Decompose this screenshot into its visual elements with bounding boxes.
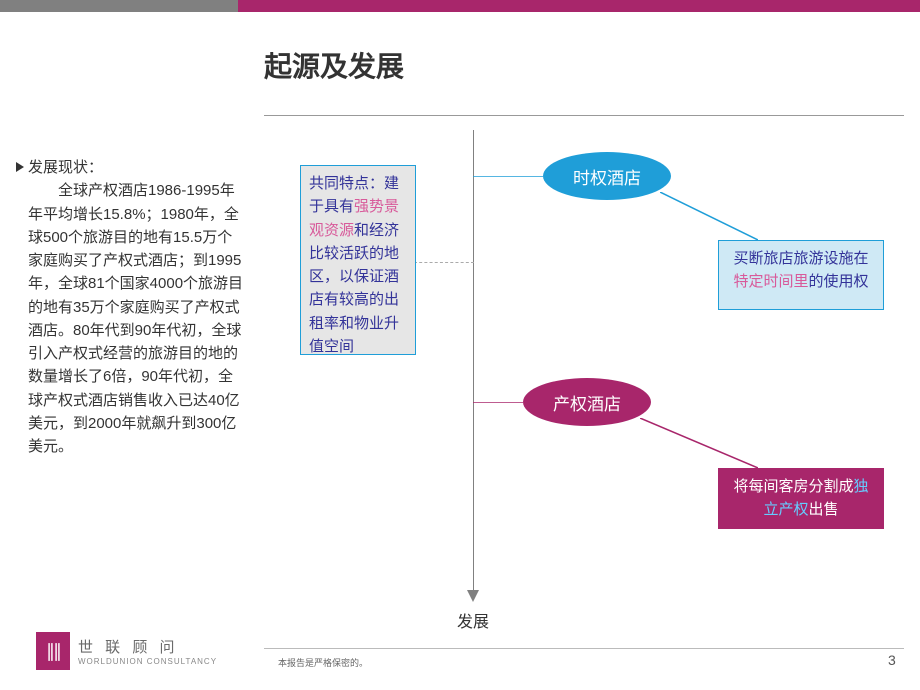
page-number: 3 [888,652,896,668]
connector-bottom [640,418,758,468]
title-underline [264,115,904,116]
box-property-desc: 将每间客房分割成独立产权出售 [718,468,884,529]
logo-icon: ∥∥ [36,632,70,670]
connector-stem-top [473,176,543,177]
left-text-block: 发展现状： 全球产权酒店1986-1995年年平均增长15.8%；1980年，全… [28,156,246,458]
box-top-seg2: 的使用权 [809,273,869,290]
top-magenta-bar [238,0,920,12]
node-property-hotel: 产权酒店 [523,378,651,426]
box-bot-seg2: 出售 [809,501,839,518]
dashed-connector [414,262,474,263]
box-timeshare-desc: 买断旅店旅游设施在特定时间里的使用权 [718,240,884,310]
axis-label: 发展 [457,608,489,632]
left-heading: 发展现状： [28,156,246,179]
common-seg2: 和经济比较活跃的地区，以保证酒店有较高的出租率和物业升值空间 [309,222,399,355]
footer-line [264,648,904,649]
common-features-box: 共同特点：建于具有强势景观资源和经济比较活跃的地区，以保证酒店有较高的出租率和物… [300,165,416,355]
footer-note: 本报告是严格保密的。 [278,656,368,669]
bullet-icon [16,162,24,172]
timeline-line [473,130,474,590]
page-title: 起源及发展 [264,45,404,85]
common-prefix: 共同特点： [309,175,384,192]
node-timeshare-hotel: 时权酒店 [543,152,671,200]
timeline-arrow-icon [467,590,479,602]
connector-stem-bottom [473,402,523,403]
logo-text-en: WORLDUNION CONSULTANCY [78,657,217,666]
connector-top [660,192,758,240]
logo: ∥∥ 世 联 顾 问 WORLDUNION CONSULTANCY [36,632,217,670]
box-top-seg1: 买断旅店旅游设施在 [733,250,868,267]
top-grey-bar [0,0,238,12]
left-body: 全球产权酒店1986-1995年年平均增长15.8%；1980年，全球500个旅… [28,179,246,458]
box-bot-seg1: 将每间客房分割成 [733,478,853,495]
box-top-highlight: 特定时间里 [733,273,808,290]
logo-text-cn: 世 联 顾 问 [78,636,217,657]
